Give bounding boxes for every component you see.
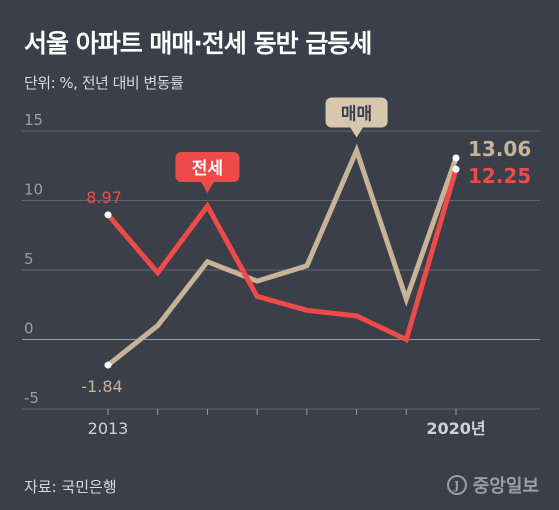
legend-label-maemae: 매매 [341,104,372,124]
data-label-jeonse-start: 8.97 [86,188,122,207]
x-tick-label: 2020년 [426,419,485,438]
legend-label-jeonse: 전세 [192,159,223,179]
legend-callout-maemae-pointer [349,126,364,138]
series-line-maemae [106,143,459,368]
legend-callout-maemae [325,97,388,128]
data-point-jeonse [104,211,112,219]
y-tick-label: 10 [24,181,43,199]
data-point-maemae [452,154,460,162]
y-tick-label: 0 [24,320,34,338]
chart-subtitle: 단위: %, 전년 대비 변동률 [24,74,184,92]
data-label-maemae-start: -1.84 [81,377,122,396]
y-tick-label: 15 [24,111,43,129]
data-label-jeonse-end: 12.25 [468,164,531,188]
y-tick-label: -5 [24,389,39,407]
chart-title: 서울 아파트 매매·전세 동반 급등세 [24,29,372,58]
legend-callout-jeonse [175,152,240,183]
x-tick-label: 2013 [88,419,129,438]
source-note: 자료: 국민은행 [24,478,117,496]
data-point-jeonse [452,165,460,173]
legend-callout-jeonse-pointer [200,181,215,194]
joongang-logo-icon: J [446,475,467,495]
y-tick-label: 5 [24,250,34,268]
publisher-name: 중앙일보 [472,476,539,497]
data-label-maemae-end: 13.06 [468,137,531,161]
publisher-logo: J 중앙일보 [446,472,539,498]
series-line-jeonse [106,168,459,344]
data-point-maemae [104,361,112,369]
